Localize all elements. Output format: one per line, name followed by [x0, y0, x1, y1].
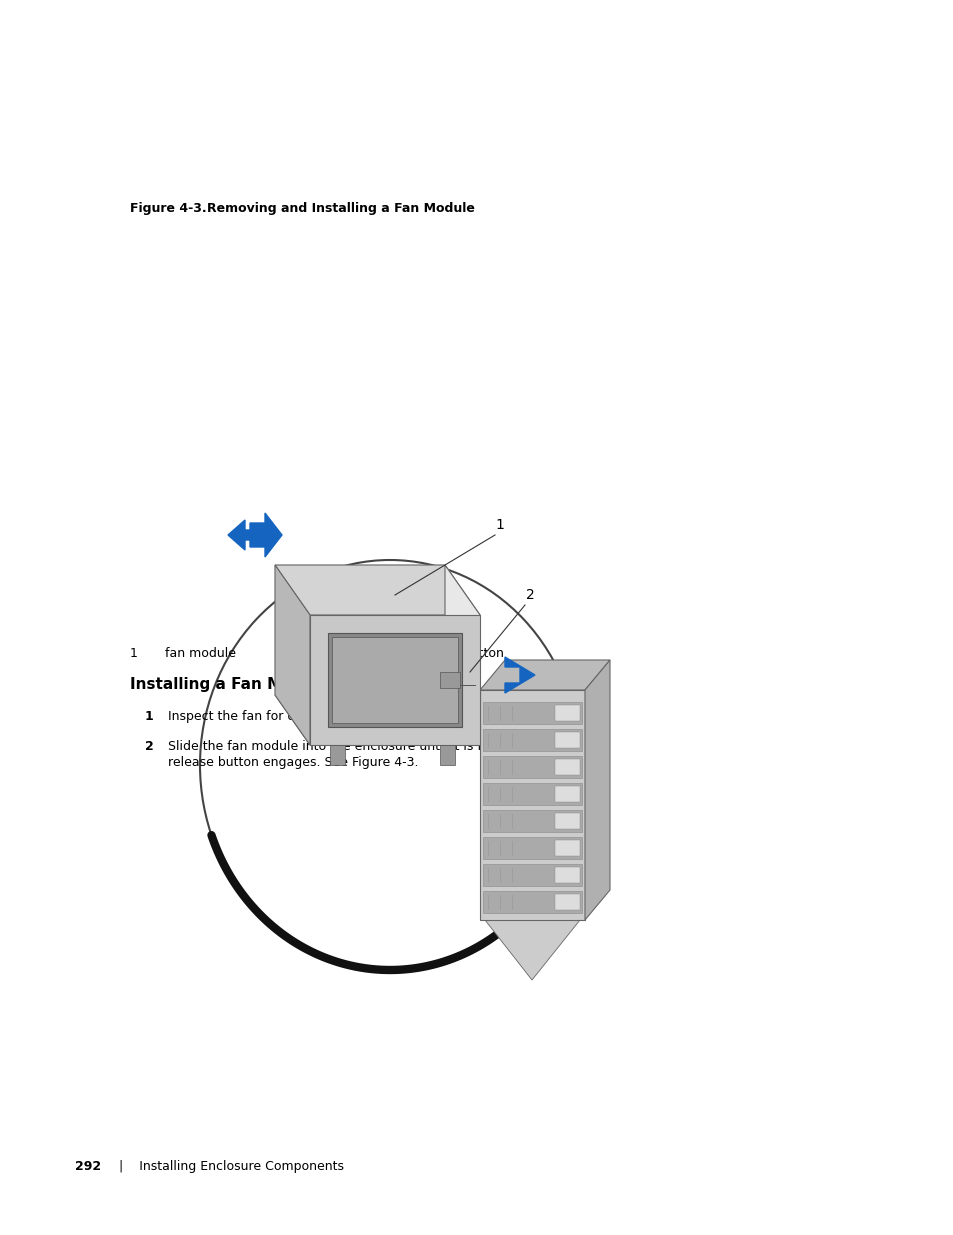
Polygon shape: [482, 783, 581, 805]
Text: Figure 4-3.: Figure 4-3.: [130, 203, 207, 215]
Text: 292: 292: [75, 1160, 101, 1173]
Text: Installing a Fan Module: Installing a Fan Module: [130, 677, 330, 692]
Polygon shape: [479, 690, 584, 920]
Text: Removing and Installing a Fan Module: Removing and Installing a Fan Module: [207, 203, 475, 215]
Text: 1: 1: [495, 517, 504, 532]
Polygon shape: [555, 894, 579, 910]
Polygon shape: [482, 756, 581, 778]
Text: 2: 2: [145, 740, 153, 753]
Text: release button engages. See Figure 4-3.: release button engages. See Figure 4-3.: [168, 756, 418, 769]
Polygon shape: [555, 867, 579, 883]
Polygon shape: [274, 695, 479, 745]
Polygon shape: [555, 760, 579, 776]
Polygon shape: [555, 705, 579, 721]
Text: |    Installing Enclosure Components: | Installing Enclosure Components: [103, 1160, 344, 1173]
Polygon shape: [332, 637, 457, 722]
Polygon shape: [479, 659, 609, 690]
Polygon shape: [310, 615, 479, 745]
Text: Inspect the fan for debris before installing the fan in the enclosure.: Inspect the fan for debris before instal…: [168, 710, 588, 722]
Text: fan module: fan module: [165, 647, 235, 659]
Polygon shape: [250, 513, 282, 557]
Text: 1: 1: [130, 647, 138, 659]
Text: release button: release button: [413, 647, 503, 659]
Polygon shape: [330, 745, 345, 764]
Polygon shape: [555, 732, 579, 748]
Text: 2: 2: [525, 588, 534, 601]
Polygon shape: [228, 520, 260, 550]
Polygon shape: [482, 729, 581, 751]
Text: 2: 2: [377, 647, 385, 659]
Polygon shape: [484, 920, 579, 981]
Text: Slide the fan module into the enclosure until it is fully seated and the: Slide the fan module into the enclosure …: [168, 740, 602, 753]
Polygon shape: [274, 564, 479, 615]
Polygon shape: [444, 564, 479, 745]
Polygon shape: [555, 785, 579, 802]
Polygon shape: [482, 701, 581, 724]
Polygon shape: [274, 564, 444, 695]
Polygon shape: [504, 657, 535, 693]
Polygon shape: [439, 672, 459, 688]
Polygon shape: [482, 837, 581, 860]
Polygon shape: [482, 810, 581, 832]
Text: 1: 1: [145, 710, 153, 722]
Polygon shape: [328, 634, 461, 727]
Polygon shape: [555, 813, 579, 829]
Polygon shape: [274, 564, 310, 745]
Polygon shape: [555, 840, 579, 856]
Polygon shape: [584, 659, 609, 920]
Polygon shape: [482, 864, 581, 885]
Polygon shape: [482, 890, 581, 913]
Polygon shape: [439, 745, 455, 764]
